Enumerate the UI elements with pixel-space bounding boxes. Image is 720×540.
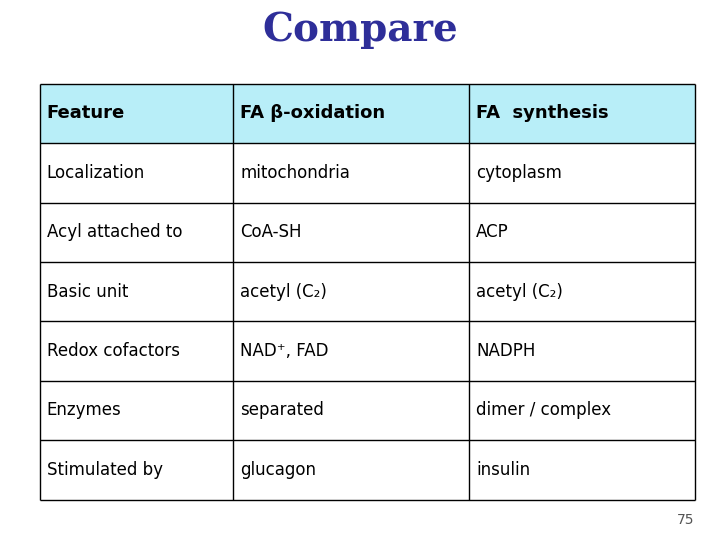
Text: 75: 75 (678, 512, 695, 526)
Bar (40, 440, 695, 500)
Text: NADPH: NADPH (476, 342, 536, 360)
Text: separated: separated (240, 401, 324, 420)
Text: Localization: Localization (47, 164, 145, 182)
Text: ACP: ACP (476, 223, 509, 241)
Text: CoA-SH: CoA-SH (240, 223, 302, 241)
Bar (40, 143, 695, 202)
Bar (40, 262, 695, 321)
Bar (40, 202, 695, 262)
Text: NAD⁺, FAD: NAD⁺, FAD (240, 342, 328, 360)
Text: mitochondria: mitochondria (240, 164, 350, 182)
Text: dimer / complex: dimer / complex (476, 401, 611, 420)
Text: Basic unit: Basic unit (47, 282, 128, 301)
Text: acetyl (C₂): acetyl (C₂) (476, 282, 563, 301)
Text: Compare: Compare (262, 11, 458, 49)
Text: FA β-oxidation: FA β-oxidation (240, 104, 385, 123)
Text: Acyl attached to: Acyl attached to (47, 223, 182, 241)
Text: Redox cofactors: Redox cofactors (47, 342, 180, 360)
Text: FA  synthesis: FA synthesis (476, 104, 608, 123)
Text: Feature: Feature (47, 104, 125, 123)
Text: Enzymes: Enzymes (47, 401, 122, 420)
Bar (40, 84, 695, 143)
Text: insulin: insulin (476, 461, 530, 479)
Text: glucagon: glucagon (240, 461, 316, 479)
Bar (40, 381, 695, 440)
Text: cytoplasm: cytoplasm (476, 164, 562, 182)
Bar (40, 321, 695, 381)
Text: Stimulated by: Stimulated by (47, 461, 163, 479)
Text: acetyl (C₂): acetyl (C₂) (240, 282, 327, 301)
